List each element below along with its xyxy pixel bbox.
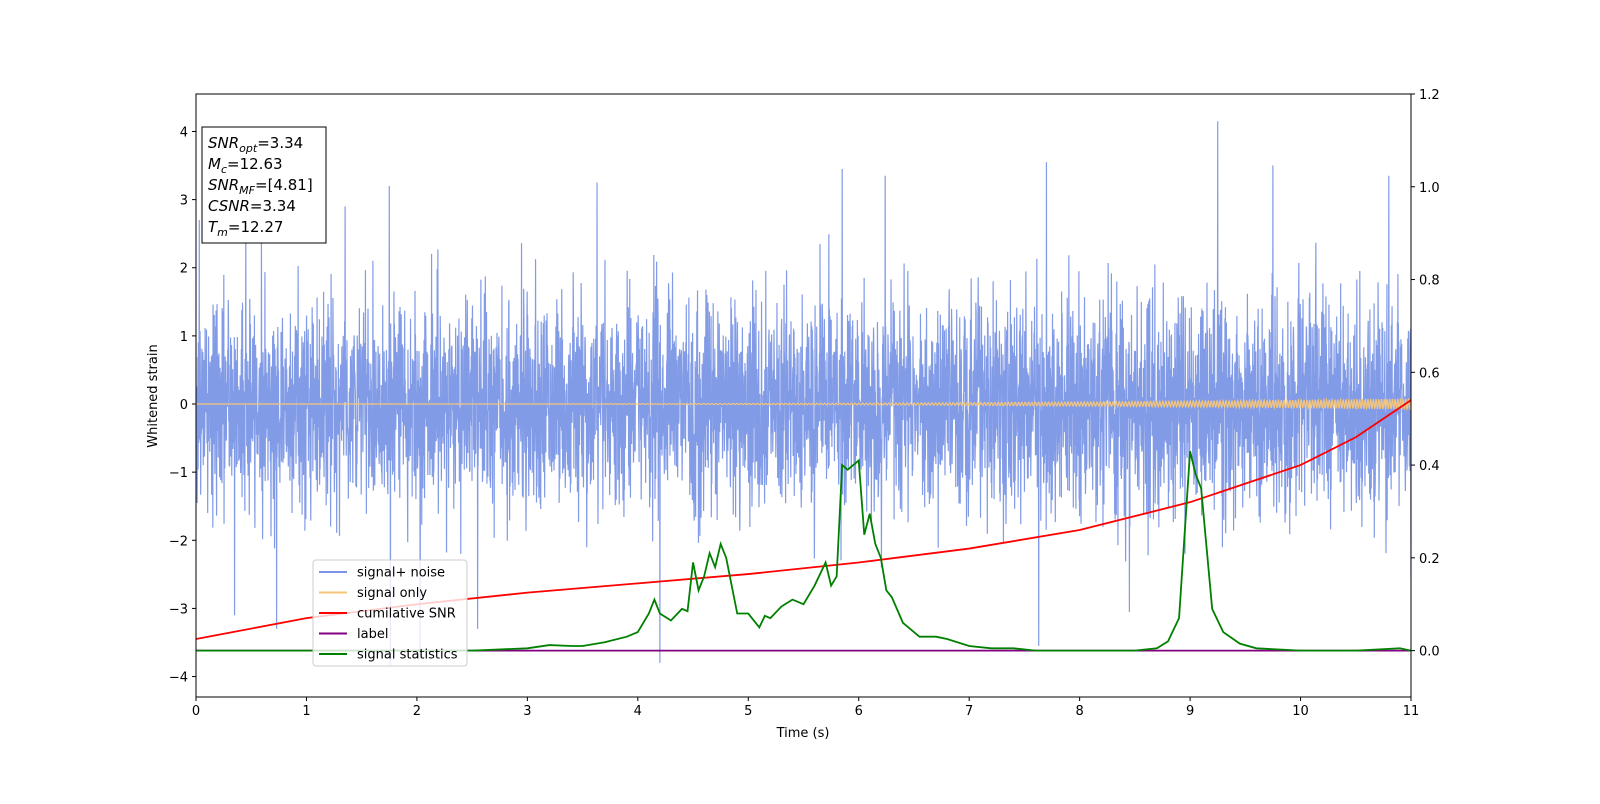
- x-tick-label: 4: [634, 704, 642, 719]
- annotation-line: CSNR=3.34: [208, 197, 296, 215]
- y-right-tick-label: 1.0: [1419, 181, 1440, 196]
- signal-noise-line: [196, 121, 1411, 667]
- annotation-line: SNRMF=[4.81]: [208, 176, 313, 197]
- annotation-frame: [201, 126, 327, 244]
- y-left-tick-label: 0: [180, 398, 188, 413]
- signal-only-line: [196, 397, 1411, 412]
- y-left-tick-label: −1: [169, 466, 188, 481]
- y-left-tick-label: 1: [180, 330, 188, 345]
- x-tick-label: 6: [855, 704, 863, 719]
- plot-frame: [195, 93, 1412, 698]
- x-tick-label: 11: [1403, 704, 1420, 719]
- legend-frame: [312, 559, 468, 667]
- legend-label: signal statistics: [357, 648, 458, 663]
- y-axis-label: Whitened strain: [146, 344, 161, 447]
- y-right-tick-label: 0.8: [1419, 274, 1440, 289]
- annotation-box: SNRopt=3.34Mc=12.63SNRMF=[4.81]CSNR=3.34…: [201, 126, 327, 244]
- legend-label: signal only: [357, 586, 427, 601]
- axes: 0 1 2 3 4 5 6 7 8 9 10 11 −4 −3 −2 −1 0 1 2 3 4 0.0 0.2 0.4 0.6 0…: [169, 88, 1440, 719]
- legend-label: signal+ noise: [357, 566, 445, 581]
- annotation-line: SNRopt=3.34: [208, 134, 303, 155]
- annotation-line: Tm=12.27: [208, 218, 283, 239]
- y-right-tick-label: 0.4: [1419, 459, 1440, 474]
- y-right-tick-label: 1.2: [1419, 88, 1440, 103]
- y-left-tick-label: −2: [169, 534, 188, 549]
- legend-label: cumilative SNR: [357, 607, 456, 622]
- annotation-line: Mc=12.63: [208, 155, 283, 176]
- signal-statistics-line: [196, 450, 1411, 652]
- legend-label: label: [357, 627, 388, 642]
- x-tick-label: 3: [523, 704, 531, 719]
- x-tick-label: 10: [1292, 704, 1309, 719]
- y-left-tick-label: −4: [169, 671, 188, 686]
- x-tick-label: 2: [413, 704, 421, 719]
- y-left-tick-label: 2: [180, 262, 188, 277]
- legend: signal+ noise signal only cumilative SNR la…: [312, 559, 468, 667]
- x-tick-label: 1: [302, 704, 310, 719]
- y-left-tick-label: −3: [169, 602, 188, 617]
- x-tick-label: 9: [1186, 704, 1194, 719]
- x-tick-label: 0: [192, 704, 200, 719]
- y-left-tick-label: 4: [180, 125, 188, 140]
- y-right-tick-label: 0.6: [1419, 366, 1440, 381]
- x-tick-label: 5: [744, 704, 752, 719]
- y-right-tick-label: 0.2: [1419, 552, 1440, 567]
- x-axis-label: Time (s): [776, 726, 830, 741]
- y-left-tick-label: 3: [180, 194, 188, 209]
- x-tick-label: 7: [965, 704, 973, 719]
- y-right-tick-label: 0.0: [1419, 645, 1440, 660]
- x-tick-label: 8: [1075, 704, 1083, 719]
